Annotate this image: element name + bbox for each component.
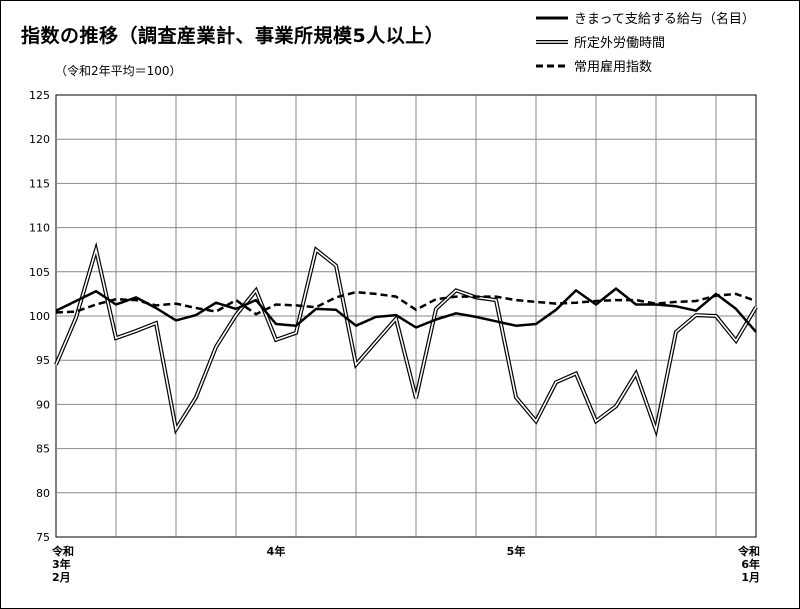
- x-tick-label: 4年: [267, 544, 286, 558]
- legend-item-overtime: 所定外労働時間: [530, 35, 790, 55]
- legend-swatch-dashed: [536, 64, 568, 68]
- x-tick-label: 3年: [52, 557, 71, 571]
- y-tick-label: 120: [29, 133, 50, 146]
- y-tick-label: 75: [36, 531, 50, 544]
- chart-subtitle: （令和2年平均＝100）: [55, 64, 182, 78]
- x-tick-label: 5年: [507, 544, 526, 558]
- x-tick-label: 6年: [741, 557, 760, 571]
- x-tick-label: 2月: [52, 571, 71, 584]
- legend-swatch-double: [536, 40, 568, 44]
- legend: きまって支給する給与（名目） 所定外労働時間 常用雇用指数: [530, 11, 790, 83]
- legend-swatch-solid: [536, 16, 568, 20]
- x-tick-label: 1月: [741, 571, 760, 584]
- y-tick-label: 125: [29, 89, 50, 102]
- x-tick-label: 令和: [51, 544, 74, 558]
- series-overtime-line-inner: [55, 246, 757, 433]
- y-tick-label: 115: [29, 177, 50, 190]
- legend-item-employment: 常用雇用指数: [530, 59, 790, 79]
- legend-label-employment: 常用雇用指数: [574, 60, 653, 75]
- y-tick-label: 100: [29, 310, 50, 323]
- x-tick-label: 令和: [737, 544, 760, 558]
- series-lines: [54, 241, 758, 438]
- chart-title: 指数の推移（調査産業計、事業所規模5人以上）: [21, 25, 445, 47]
- y-tick-label: 105: [29, 266, 50, 279]
- y-tick-label: 90: [36, 398, 50, 411]
- y-axis-ticks: 75 80 85 90 95 100 105 110 115 120 125: [29, 89, 50, 544]
- series-wages-line: [55, 287, 757, 333]
- y-tick-label: 85: [36, 443, 50, 456]
- legend-item-wages: きまって支給する給与（名目）: [530, 11, 790, 31]
- y-tick-label: 110: [29, 222, 50, 235]
- y-tick-label: 80: [36, 487, 50, 500]
- legend-label-wages: きまって支給する給与（名目）: [574, 12, 755, 27]
- series-employment-line: [55, 290, 757, 316]
- y-tick-label: 95: [36, 354, 50, 367]
- legend-label-overtime: 所定外労働時間: [574, 36, 666, 51]
- grid-lines: [56, 95, 756, 537]
